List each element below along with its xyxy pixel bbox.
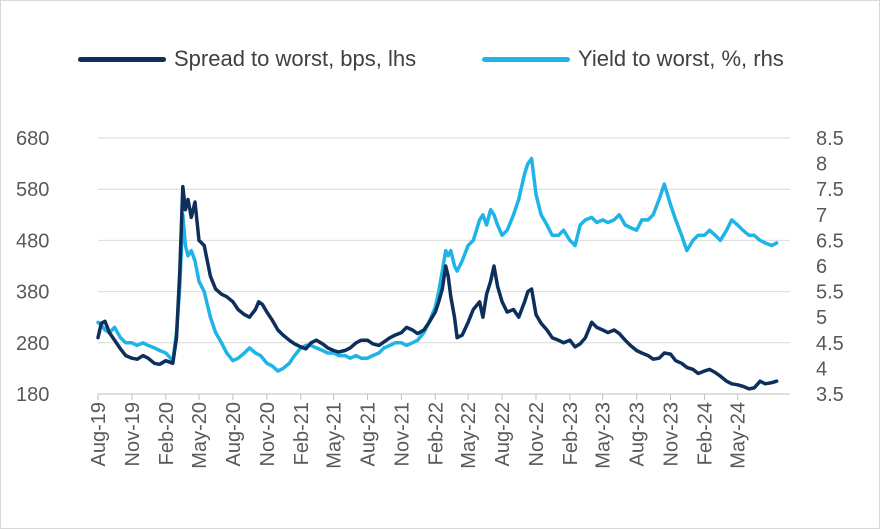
x-tick-label: Nov-23: [661, 402, 683, 466]
x-tick-label: Nov-20: [257, 402, 279, 466]
y-right-tick-label: 6.5: [816, 230, 844, 252]
x-tick-label: Nov-19: [122, 402, 144, 466]
y-right-tick-label: 6: [816, 256, 827, 278]
y-right-tick-label: 4.5: [816, 333, 844, 355]
legend-swatch-yield: [482, 56, 570, 62]
x-tick-label: Nov-22: [526, 402, 548, 466]
x-tick-label: Feb-21: [291, 402, 313, 465]
x-tick-label: May-20: [189, 402, 211, 469]
x-tick-label: May-21: [324, 402, 346, 469]
x-tick-label: Feb-23: [560, 402, 582, 465]
y-right-tick-label: 8.5: [816, 128, 844, 150]
x-tick-label: Feb-22: [425, 402, 447, 465]
yield-series-line: [96, 156, 779, 373]
y-right-tick-label: 5: [816, 307, 827, 329]
x-tick-label: Nov-21: [391, 402, 413, 466]
y-left-tick-label: 280: [16, 333, 49, 355]
legend-label-yield: Yield to worst, %, rhs: [578, 46, 784, 71]
y-right-tick-label: 8: [816, 154, 827, 176]
x-tick-label: Feb-20: [156, 402, 178, 465]
legend-item-yield: Yield to worst, %, rhs: [482, 44, 784, 74]
x-tick-label: May-22: [458, 402, 480, 469]
x-tick-label: Aug-21: [358, 402, 380, 467]
x-tick-label: Aug-19: [88, 402, 110, 467]
y-right-tick-label: 7: [816, 205, 827, 227]
x-tick-label: Aug-23: [627, 402, 649, 467]
legend: Spread to worst, bps, lhs Yield to worst…: [0, 44, 880, 74]
y-left-tick-label: 580: [16, 179, 49, 201]
legend-label-spread: Spread to worst, bps, lhs: [174, 46, 417, 71]
legend-swatch-spread: [78, 56, 166, 62]
x-tick-label: May-24: [728, 402, 750, 469]
spread-series-line: [96, 184, 779, 391]
y-right-tick-label: 3.5: [816, 384, 844, 406]
y-right-tick-label: 4: [816, 358, 827, 380]
y-left-tick-label: 380: [16, 282, 49, 304]
x-tick-label: Feb-24: [694, 402, 716, 465]
x-tick-label: May-23: [593, 402, 615, 469]
y-left-tick-label: 180: [16, 384, 49, 406]
y-left-tick-label: 480: [16, 230, 49, 252]
legend-item-spread: Spread to worst, bps, lhs: [78, 44, 416, 74]
y-right-tick-label: 7.5: [816, 179, 844, 201]
y-right-tick-label: 5.5: [816, 282, 844, 304]
y-left-tick-label: 680: [16, 128, 49, 150]
x-tick-label: Aug-20: [223, 402, 245, 467]
x-tick-label: Aug-22: [492, 402, 514, 467]
